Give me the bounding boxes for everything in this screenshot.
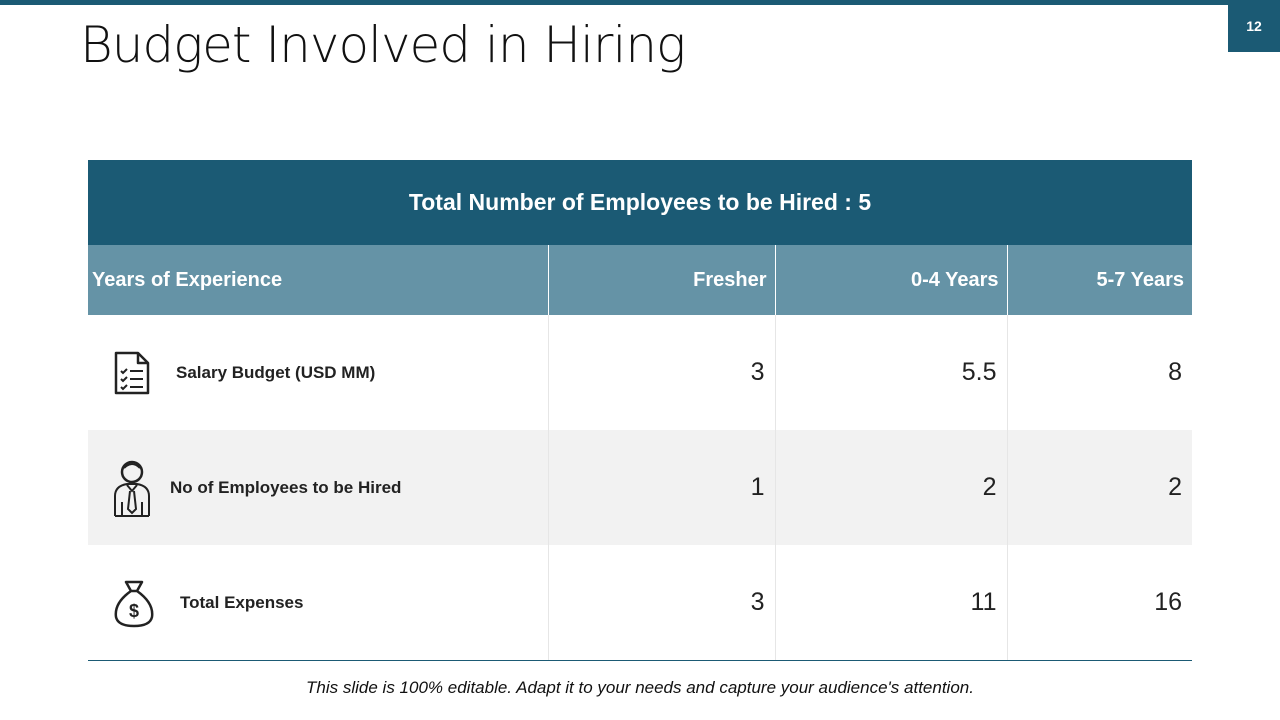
slide-title: Budget Involved in Hiring [80,16,686,74]
cell: 2 [1006,430,1193,545]
cell: 1 [547,430,775,545]
checklist-icon [114,351,150,394]
header-cell: 5-7 Years [1006,245,1193,315]
svg-text:$: $ [129,601,139,621]
footer-note: This slide is 100% editable. Adapt it to… [306,678,974,697]
row-label-text: Total Expenses [180,592,304,612]
table-row: Salary Budget (USD MM) 3 5.5 8 [88,315,1193,430]
table-row: $ Total Expenses 3 11 16 [88,545,1193,661]
person-icon [114,460,150,517]
cell: 3 [547,545,775,661]
row-label: $ Total Expenses [88,578,548,628]
row-label-text: No of Employees to be Hired [170,477,402,497]
banner: Total Number of Employees to be Hired : … [88,160,1193,245]
header-cell: Years of Experience [88,245,548,315]
row-label: Salary Budget (USD MM) [88,349,548,397]
cell: 2 [774,430,1007,545]
budget-table: Total Number of Employees to be Hired : … [88,160,1193,661]
cell: 3 [547,315,775,430]
cell: 16 [1006,545,1193,661]
row-label-text: Salary Budget (USD MM) [176,362,376,382]
header-cell: Fresher [547,245,775,315]
row-label: No of Employees to be Hired [88,458,548,518]
header-row: Years of Experience Fresher 0-4 Years 5-… [88,245,1193,315]
money-bag-icon: $ [114,580,154,627]
cell: 8 [1006,315,1193,430]
cell: 5.5 [774,315,1007,430]
header-cell: 0-4 Years [774,245,1007,315]
top-bar [0,0,1228,5]
banner-row: Total Number of Employees to be Hired : … [88,160,1193,245]
page-number: 12 [1228,0,1280,52]
cell: 11 [774,545,1007,661]
table-row: No of Employees to be Hired 1 2 2 [88,430,1193,545]
